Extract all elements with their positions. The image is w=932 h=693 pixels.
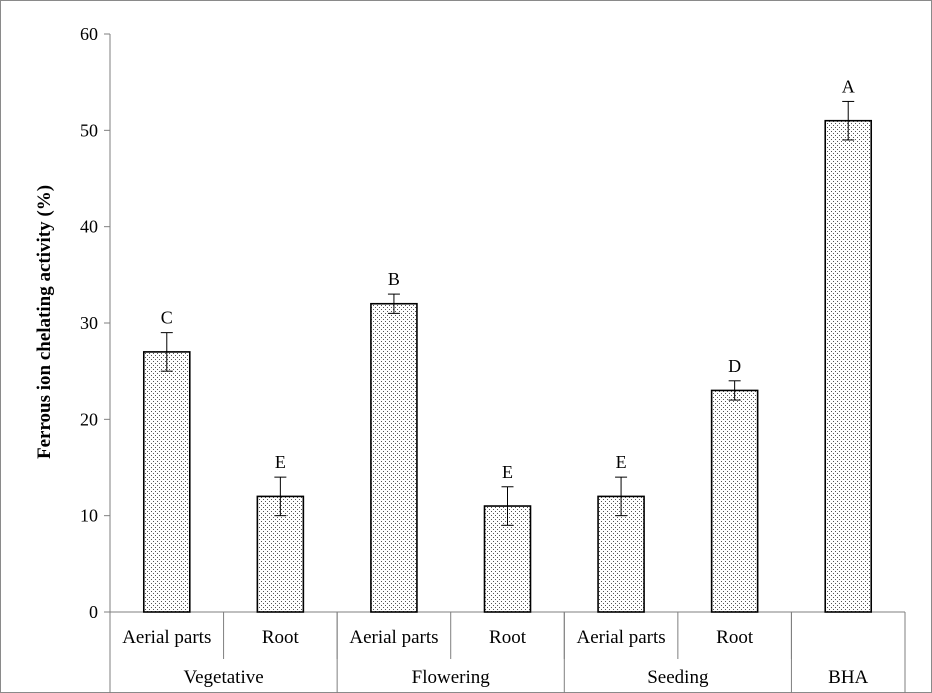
significance-label: E (502, 462, 513, 482)
labels-group: 0 10 20 30 40 50 60 Vegetative Flowering Seeding B… (80, 24, 869, 688)
y-tick-label: 30 (80, 313, 98, 333)
y-axis-title: Ferrous ion chelating activity (%) (34, 185, 55, 459)
y-tick-label: 60 (80, 24, 98, 44)
category-label: Root (262, 627, 300, 648)
group-label: Seeding (647, 667, 709, 688)
bar (710, 389, 759, 613)
category-label: Aerial parts (122, 627, 211, 648)
category-label: Aerial parts (349, 627, 438, 648)
significance-label: B (388, 269, 400, 289)
significance-label: C (161, 308, 173, 328)
axes-group (104, 33, 906, 693)
category-label: Aerial parts (576, 627, 665, 648)
y-tick-label: 40 (80, 217, 98, 237)
significance-label: A (842, 76, 855, 96)
bar (370, 302, 418, 613)
bar (142, 351, 191, 613)
group-label: Vegetative (183, 667, 263, 688)
y-tick-label: 10 (80, 506, 98, 526)
bars-group (142, 100, 873, 613)
significance-label: E (275, 452, 286, 472)
category-label: Root (489, 627, 527, 648)
category-label: Root (716, 627, 754, 648)
significance-label: E (616, 452, 627, 472)
bar (824, 119, 873, 613)
y-tick-label: 50 (80, 120, 98, 140)
group-label: BHA (828, 667, 868, 688)
y-tick-label: 20 (80, 409, 98, 429)
significance-label: D (728, 356, 741, 376)
y-tick-label: 0 (89, 602, 98, 622)
group-label: Flowering (412, 667, 491, 688)
